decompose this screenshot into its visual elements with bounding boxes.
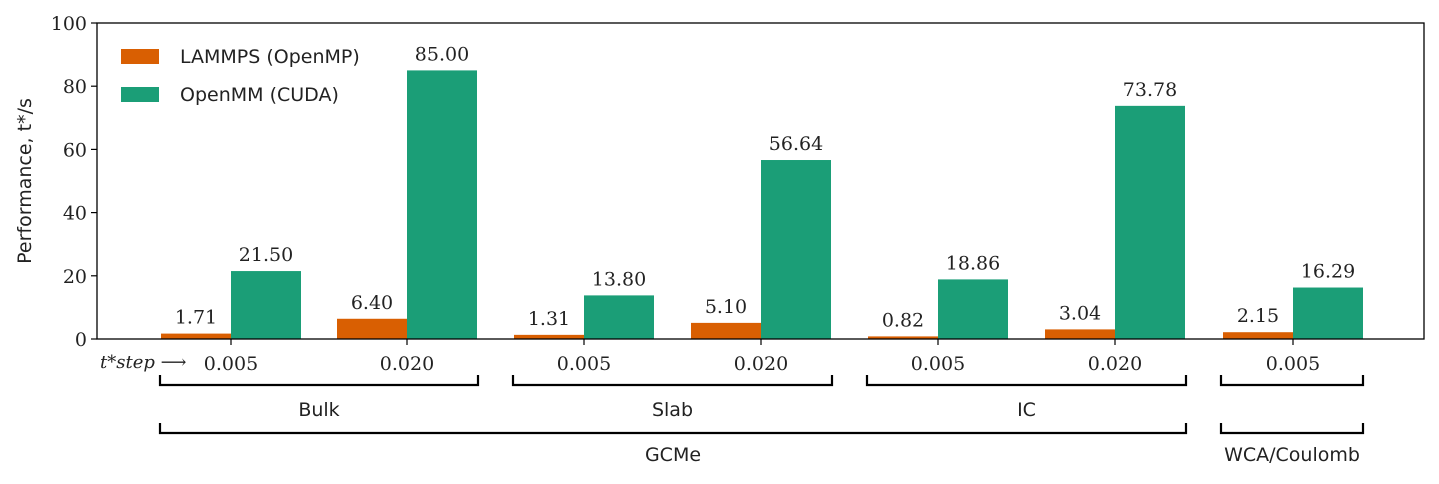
data-label: 18.86: [946, 252, 1000, 274]
bar-lammps-1: [337, 318, 407, 339]
bar-lammps-3: [691, 322, 761, 339]
data-label: 2.15: [1237, 305, 1279, 327]
y-axis-label: Performance, t*/s: [14, 98, 36, 264]
y-tick-label: 0: [75, 329, 87, 351]
data-label: 85.00: [415, 43, 469, 65]
x-prefix-label: t*step ⟶: [100, 352, 187, 373]
data-label: 3.04: [1059, 302, 1101, 324]
x-tick-label: 0.020: [380, 353, 434, 375]
bar-openmm-3: [761, 160, 831, 339]
bar-lammps-6: [1223, 332, 1293, 339]
legend-label: LAMMPS (OpenMP): [180, 46, 360, 68]
bar-openmm-5: [1115, 105, 1185, 340]
x-category-layer: t*step ⟶ 0.005 0.020 0.005 0.020 0.005 0.020 0.…: [100, 339, 1320, 375]
data-label: 5.10: [705, 296, 747, 318]
data-label: 1.71: [175, 307, 217, 329]
group-brackets-layer: Bulk Slab IC GCMe WCA/Coulomb: [158, 375, 1365, 466]
bar-openmm-4: [938, 279, 1008, 339]
group-bracket: [158, 375, 480, 387]
bar-openmm-6: [1293, 287, 1363, 339]
x-tick-label: 0.005: [911, 353, 965, 375]
x-tick-label: 0.005: [557, 353, 611, 375]
supergroup-bracket: [1219, 423, 1365, 435]
data-label: 0.82: [882, 309, 924, 331]
supergroup-bracket: [158, 423, 1188, 435]
group-label: IC: [1017, 399, 1036, 421]
y-tick-label: 20: [63, 266, 87, 288]
x-tick-label: 0.005: [1266, 353, 1320, 375]
bar-openmm-2: [584, 295, 654, 339]
bar-lammps-2: [514, 334, 584, 339]
group-bracket: [865, 375, 1188, 387]
legend-swatch: [121, 49, 159, 64]
group-label: Bulk: [298, 399, 339, 421]
data-label: 73.78: [1123, 79, 1177, 101]
bar-lammps-5: [1045, 329, 1115, 339]
bar-openmm-0: [231, 271, 301, 339]
bar-lammps-0: [161, 333, 231, 339]
legend-label: OpenMM (CUDA): [180, 84, 339, 106]
legend-swatch: [121, 87, 159, 102]
y-tick-label: 40: [63, 203, 87, 225]
x-tick-label: 0.020: [734, 353, 788, 375]
bar-openmm-1: [407, 70, 477, 340]
data-label: 56.64: [769, 133, 823, 155]
data-label: 21.50: [239, 244, 293, 266]
supergroup-label: WCA/Coulomb: [1224, 444, 1360, 466]
data-label: 1.31: [528, 308, 570, 330]
supergroup-label: GCMe: [645, 444, 701, 466]
bars-layer: [161, 70, 1363, 340]
data-label: 13.80: [592, 268, 646, 290]
x-tick-label: 0.005: [204, 353, 258, 375]
y-tick-label: 100: [51, 13, 87, 35]
bar-lammps-4: [868, 336, 938, 339]
data-label: 6.40: [351, 292, 393, 314]
legend: LAMMPS (OpenMP) OpenMM (CUDA): [121, 46, 360, 106]
y-tick-label: 80: [63, 76, 87, 98]
x-tick-label: 0.020: [1088, 353, 1142, 375]
group-label: Slab: [652, 399, 693, 421]
data-label: 16.29: [1301, 261, 1355, 283]
y-tick-label: 60: [63, 139, 87, 161]
group-bracket: [511, 375, 834, 387]
axes-layer: 0 20 40 60 80 100 Performance, t*/s: [14, 13, 1425, 351]
group-bracket: [1219, 375, 1365, 387]
value-labels-layer: 1.71 6.40 1.31 5.10 0.82 3.04 2.15 21.50 85.00 13…: [175, 43, 1355, 331]
